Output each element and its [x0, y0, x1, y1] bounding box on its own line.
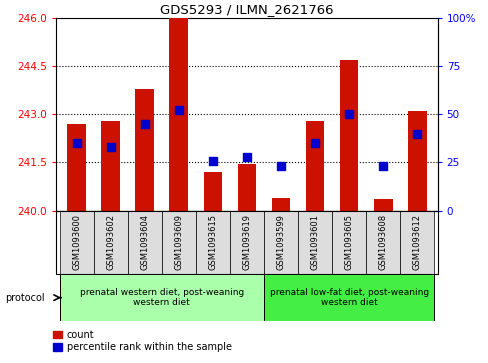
Bar [162, 211, 196, 274]
Bar [305, 121, 324, 211]
Bar [297, 211, 331, 274]
Bar [169, 18, 188, 211]
Point [412, 131, 420, 136]
Bar [264, 211, 297, 274]
Text: prenatal low-fat diet, post-weaning
western diet: prenatal low-fat diet, post-weaning west… [269, 288, 428, 307]
Bar [237, 164, 256, 211]
Bar [331, 211, 366, 274]
Bar [94, 211, 127, 274]
Text: GSM1093600: GSM1093600 [72, 214, 81, 270]
Point [345, 111, 352, 117]
Text: GSM1093619: GSM1093619 [242, 214, 251, 270]
Text: GSM1093615: GSM1093615 [208, 214, 217, 270]
Text: GSM1093601: GSM1093601 [310, 214, 319, 270]
Bar [407, 111, 426, 211]
Point [379, 163, 386, 169]
Text: GSM1093605: GSM1093605 [344, 214, 353, 270]
Text: GSM1093602: GSM1093602 [106, 214, 115, 270]
Bar [101, 121, 120, 211]
Bar [203, 172, 222, 211]
Bar [127, 211, 162, 274]
Text: GSM1093599: GSM1093599 [276, 215, 285, 270]
Text: GSM1093608: GSM1093608 [378, 214, 387, 270]
Bar [60, 211, 94, 274]
Point [106, 144, 114, 150]
Point [277, 163, 285, 169]
Bar [373, 199, 392, 211]
Bar [135, 89, 154, 211]
Bar [271, 198, 290, 211]
Point [208, 158, 216, 163]
Text: GSM1093604: GSM1093604 [140, 214, 149, 270]
Text: GSM1093612: GSM1093612 [412, 214, 421, 270]
Point [141, 121, 148, 127]
Bar [399, 211, 433, 274]
Text: GSM1093609: GSM1093609 [174, 214, 183, 270]
Text: prenatal western diet, post-weaning
western diet: prenatal western diet, post-weaning west… [80, 288, 244, 307]
Title: GDS5293 / ILMN_2621766: GDS5293 / ILMN_2621766 [160, 3, 333, 16]
Bar [229, 211, 264, 274]
Point [175, 107, 183, 113]
Point [243, 154, 250, 160]
Bar [366, 211, 399, 274]
Bar [264, 274, 433, 321]
Bar [339, 60, 358, 211]
Text: protocol: protocol [5, 293, 44, 303]
Point [310, 140, 318, 146]
Bar [67, 124, 86, 211]
Point [73, 140, 81, 146]
Bar [196, 211, 229, 274]
Bar [60, 274, 264, 321]
Legend: count, percentile rank within the sample: count, percentile rank within the sample [51, 328, 233, 354]
